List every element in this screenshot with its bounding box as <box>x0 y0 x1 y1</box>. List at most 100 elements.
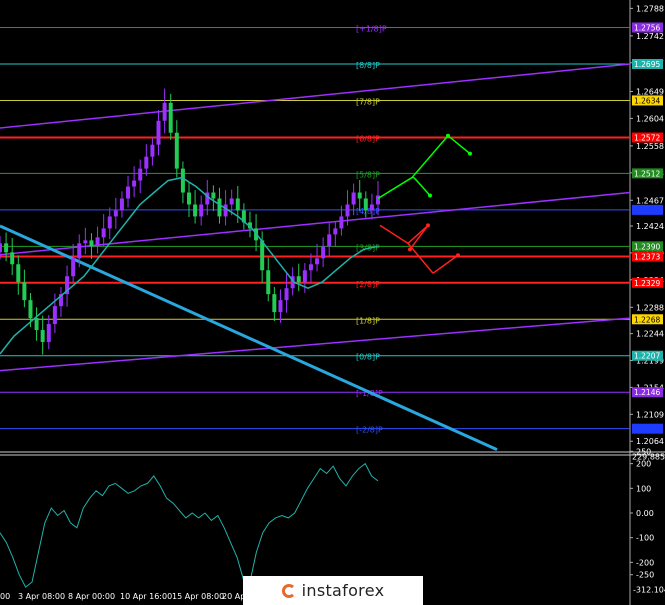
osc-min-label: -312.104 <box>633 586 665 595</box>
forecast-down-arrow-head <box>426 223 430 228</box>
candle-body <box>369 204 374 211</box>
forecast-down-arrow-head <box>456 253 460 258</box>
candle-body <box>357 192 362 199</box>
murrey-level-label: [4/8]P <box>356 207 380 216</box>
candle-body <box>126 186 131 199</box>
level-price-tag-text: 1.2695 <box>634 60 660 69</box>
osc-max-label: 229.8856 <box>632 452 665 461</box>
candle-body <box>89 240 94 247</box>
price-tick-label: 1.2199 <box>636 357 664 366</box>
instaforex-logo: instaforex <box>243 576 423 605</box>
murrey-level-label: [-2/8]P <box>356 426 383 435</box>
time-label: 20 Apr <box>222 592 249 601</box>
candle-body <box>22 282 27 301</box>
price-tick-label: 1.2288 <box>636 303 664 312</box>
candle-body <box>376 195 380 205</box>
candle-body <box>308 264 313 271</box>
trend-lines <box>0 63 631 451</box>
oscillator-line <box>0 462 379 588</box>
level-price-tag-text: 1.2512 <box>634 169 660 178</box>
murrey-level-label: [2/8]P <box>356 280 380 289</box>
candle-body <box>113 210 118 217</box>
candle-body <box>284 288 289 301</box>
moving-average <box>0 176 379 355</box>
price-tick-label: 1.2109 <box>636 410 664 419</box>
murrey-level-label: [5/8]P <box>356 170 380 179</box>
candlesticks <box>0 88 380 355</box>
candle-body <box>162 102 167 121</box>
level-price-tag-text: 1.2634 <box>634 96 660 105</box>
candle-body <box>266 270 271 295</box>
level-price-tag-text: 1.2329 <box>634 279 660 288</box>
candle-body <box>345 204 350 217</box>
osc-tick-label: -250 <box>636 571 654 580</box>
candle-body <box>4 243 9 253</box>
candle-body <box>199 204 204 217</box>
level-price-tag <box>632 22 663 33</box>
current-price-tag <box>632 251 663 262</box>
price-tick-label: 1.2064 <box>636 437 664 446</box>
level-price-tag-text: 1.2268 <box>634 315 660 324</box>
forecast-up-arrow <box>411 135 449 179</box>
candle-body <box>144 156 149 169</box>
osc-tick-label: -200 <box>636 558 654 567</box>
logo-text: instaforex <box>301 581 385 600</box>
forecast-up-arrow-head <box>428 193 432 198</box>
candle-body <box>296 276 301 283</box>
murrey-level-label: [1/8]P <box>356 316 380 325</box>
osc-tick-label: 0.00 <box>636 509 654 518</box>
candle-body <box>363 198 368 211</box>
level-price-tag <box>632 387 663 398</box>
candle-body <box>10 252 15 265</box>
candle-body <box>132 180 137 187</box>
murrey-level-label: [7/8]P <box>356 97 380 106</box>
price-tick-label: 1.2467 <box>636 196 664 205</box>
level-price-tag <box>632 168 663 179</box>
forecast-up-arrow <box>377 176 413 200</box>
oscillator-panel <box>0 462 379 588</box>
candle-body <box>351 192 356 205</box>
candle-body <box>34 318 39 331</box>
level-price-tag <box>632 241 663 252</box>
candle-body <box>205 192 210 205</box>
candle-body <box>290 276 295 289</box>
murrey-level-label: [6/8]P <box>356 135 380 144</box>
candle-body <box>327 234 332 247</box>
level-price-tag-text: 1.2572 <box>634 134 660 143</box>
candle-body <box>150 144 155 157</box>
candle-body <box>58 294 63 307</box>
price-tick-label: 1.2424 <box>636 222 664 231</box>
price-tick-label: 1.2742 <box>636 32 664 41</box>
candle-body <box>321 246 326 259</box>
level-price-tag <box>632 423 663 434</box>
price-tick-label: 1.2244 <box>636 330 664 339</box>
candle-body <box>211 192 216 199</box>
osc-tick-label: 250 <box>636 447 651 456</box>
osc-tick-label: 200 <box>636 460 651 469</box>
candle-body <box>315 258 320 265</box>
forecast-up-arrow-head <box>446 133 450 138</box>
candle-body <box>16 264 21 283</box>
candle-body <box>247 222 252 229</box>
forecast-arrows <box>377 133 472 274</box>
level-price-tag <box>632 204 663 215</box>
price-tick-label: 1.2558 <box>636 142 664 151</box>
level-price-tag-text: 1.2756 <box>634 24 660 33</box>
level-price-tag <box>632 314 663 325</box>
candle-body <box>28 300 33 319</box>
candle-body <box>235 198 240 211</box>
level-price-tag <box>632 95 663 106</box>
level-price-tag-text: 1.2207 <box>634 352 660 361</box>
murrey-level-label: [8/8]P <box>356 61 380 70</box>
candle-body <box>83 240 88 244</box>
level-price-tag <box>632 132 663 143</box>
level-price-tag-text: 1.2146 <box>634 388 660 397</box>
price-tick-label: 1.2649 <box>636 87 664 96</box>
instaforex-logo-icon <box>281 583 296 598</box>
osc-tick-label: -100 <box>636 534 654 543</box>
candle-body <box>40 330 45 342</box>
current-price-tag-text: 1.2373 <box>634 252 660 261</box>
time-label: 8 Apr 00:00 <box>68 592 115 601</box>
oscillator-axis: 250 200 100 0.00 -100 -200 -250 229.8856 -312.10… <box>630 447 665 595</box>
